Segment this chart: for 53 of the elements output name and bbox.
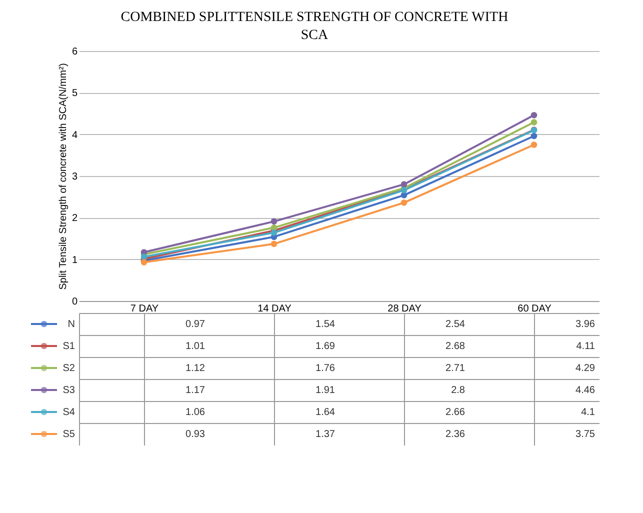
data-label: 3.75 bbox=[576, 429, 596, 440]
data-label: 2.36 bbox=[446, 429, 466, 440]
data-label: 1.17 bbox=[186, 385, 206, 396]
data-label: 2.71 bbox=[446, 363, 466, 374]
point bbox=[530, 132, 538, 140]
data-label: 1.54 bbox=[316, 319, 336, 330]
data-label: 4.46 bbox=[576, 385, 596, 396]
legend-label: S5 bbox=[62, 429, 76, 440]
data-label: 4.29 bbox=[576, 363, 596, 374]
data-label: 4.11 bbox=[576, 341, 596, 352]
legend-label: S3 bbox=[62, 385, 76, 396]
point bbox=[530, 119, 538, 126]
y-tick-label: 5 bbox=[72, 88, 78, 100]
y-tick-label: 0 bbox=[72, 296, 78, 308]
y-tick-label: 4 bbox=[72, 130, 78, 141]
legend-label: N bbox=[68, 319, 75, 330]
x-tick-label: 7 DAY bbox=[130, 304, 159, 314]
data-label: 2.54 bbox=[446, 319, 466, 330]
legend-label: S2 bbox=[62, 363, 76, 374]
point bbox=[270, 230, 278, 236]
data-label: 1.69 bbox=[316, 341, 336, 352]
x-tick-label: 28 DAY bbox=[388, 304, 422, 314]
data-label: 3.96 bbox=[576, 319, 596, 330]
point bbox=[400, 200, 408, 206]
data-label: 2.8 bbox=[451, 385, 466, 396]
x-tick-label: 60 DAY bbox=[518, 304, 552, 314]
data-label: 1.91 bbox=[316, 385, 336, 396]
point bbox=[270, 218, 278, 225]
y-tick-label: 2 bbox=[72, 213, 78, 224]
y-tick-label: 6 bbox=[72, 46, 78, 58]
point bbox=[530, 142, 538, 148]
data-label: 0.97 bbox=[186, 319, 206, 330]
point bbox=[400, 181, 408, 188]
point bbox=[140, 254, 148, 260]
legend-label: S1 bbox=[62, 341, 76, 352]
data-label: 1.37 bbox=[316, 429, 336, 440]
y-tick-label: 3 bbox=[72, 172, 78, 182]
data-label: 2.66 bbox=[446, 407, 466, 418]
data-label: 1.64 bbox=[316, 407, 336, 418]
y-axis-title: Split Tensile Strength of concrete with SCA(N/mm²) bbox=[58, 63, 69, 290]
data-label: 1.06 bbox=[186, 407, 206, 418]
chart-title: COMBINED SPLITTENSILE STRENGTH OF CONCRETE WITH SCA bbox=[120, 10, 508, 43]
point bbox=[530, 112, 538, 118]
legend-label: S4 bbox=[62, 407, 76, 418]
point bbox=[270, 240, 278, 248]
data-label: 0.93 bbox=[186, 429, 206, 440]
data-label: 1.76 bbox=[316, 363, 336, 374]
x-tick-label: 14 DAY bbox=[258, 304, 292, 314]
data-label: 1.01 bbox=[186, 341, 206, 352]
data-label: 4.1 bbox=[581, 407, 596, 418]
data-label: 2.68 bbox=[446, 341, 466, 352]
data-label: 1.12 bbox=[186, 363, 206, 374]
y-tick-label: 1 bbox=[72, 254, 78, 266]
